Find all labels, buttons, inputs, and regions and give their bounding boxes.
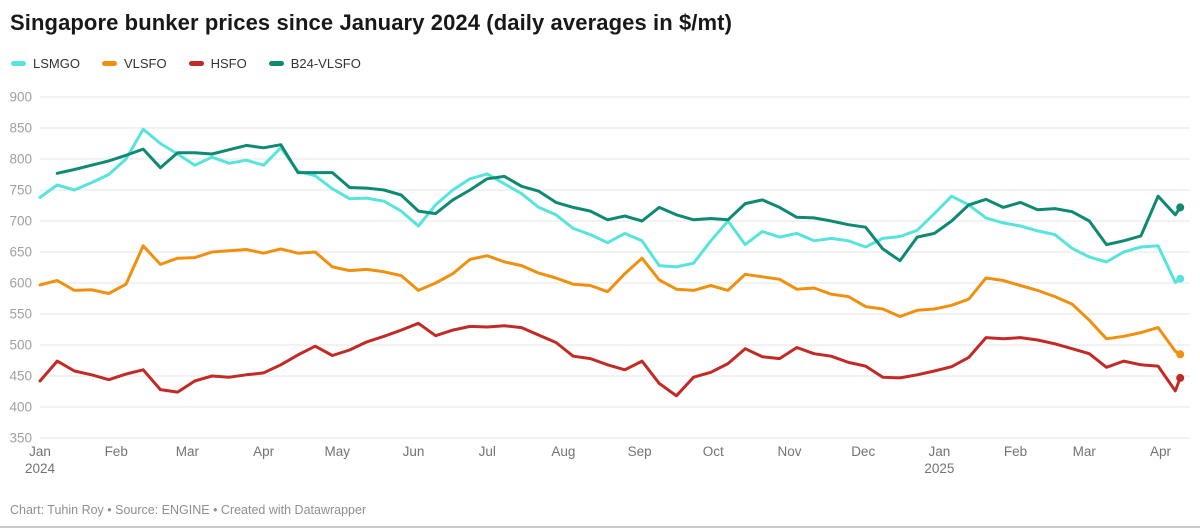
legend-label: VLSFO xyxy=(123,56,167,71)
price-line-chart: 350 400 450 500 550 600 650 700 750 800 850 900 Jan 2… xyxy=(9,90,1190,476)
y-tick-label: 900 xyxy=(9,90,32,105)
legend-item-hsfo: HSFO xyxy=(188,56,247,71)
legend-label: LSMGO xyxy=(33,56,80,71)
x-tick-label: Feb xyxy=(105,444,128,459)
x-tick-label: Feb xyxy=(1004,444,1027,459)
legend-swatch xyxy=(188,61,204,66)
series-end-dot-B24-VLSFO xyxy=(1176,203,1185,212)
series-line-LSMGO xyxy=(38,127,1182,284)
legend-item-vlsfo: VLSFO xyxy=(101,56,167,71)
x-tick-label: Jan xyxy=(929,444,951,459)
x-tick-sublabel: 2024 xyxy=(25,461,56,476)
x-tick-label: Jul xyxy=(479,444,496,459)
chart-footer: Chart: Tuhin Roy • Source: ENGINE • Crea… xyxy=(10,503,367,517)
y-tick-label: 750 xyxy=(9,183,32,198)
series-end-dot-HSFO xyxy=(1176,373,1185,382)
legend-item-lsmgo: LSMGO xyxy=(11,56,80,71)
y-tick-label: 650 xyxy=(9,245,32,260)
legend: LSMGO VLSFO HSFO B24-VLSFO xyxy=(11,56,383,71)
x-tick-label: Apr xyxy=(253,444,275,459)
x-tick-label: Oct xyxy=(703,444,724,459)
y-tick-label: 800 xyxy=(9,152,32,167)
series-line-HSFO xyxy=(38,321,1182,398)
x-tick-label: Mar xyxy=(1073,444,1097,459)
x-tick-label: May xyxy=(325,444,351,459)
legend-label: B24-VLSFO xyxy=(290,56,361,71)
x-tick-label: Mar xyxy=(176,444,200,459)
legend-item-b24-vlsfo: B24-VLSFO xyxy=(268,56,361,71)
x-tick-label: Nov xyxy=(777,444,801,459)
x-tick-label: Jan xyxy=(29,444,51,459)
chart-title: Singapore bunker prices since January 20… xyxy=(10,10,733,35)
series-line-B24-VLSFO xyxy=(55,143,1182,263)
legend-swatch xyxy=(101,61,117,66)
x-tick-sublabel: 2025 xyxy=(924,461,954,476)
legend-swatch xyxy=(11,61,26,66)
y-tick-label: 850 xyxy=(9,121,32,136)
y-tick-label: 400 xyxy=(9,400,32,415)
series-line-VLSFO xyxy=(38,244,1182,356)
series-end-dot-VLSFO xyxy=(1176,350,1185,359)
bottom-divider xyxy=(0,526,1200,528)
legend-swatch xyxy=(268,61,284,66)
x-tick-label: Dec xyxy=(851,444,875,459)
x-tick-label: Apr xyxy=(1150,444,1172,459)
y-tick-label: 450 xyxy=(9,369,32,384)
x-tick-label: Aug xyxy=(551,444,575,459)
y-tick-label: 600 xyxy=(9,276,32,291)
y-tick-label: 550 xyxy=(9,307,32,322)
y-tick-label: 500 xyxy=(9,338,32,353)
legend-label: HSFO xyxy=(210,56,247,71)
series-end-dot-LSMGO xyxy=(1176,274,1185,283)
y-tick-label: 700 xyxy=(9,214,32,229)
x-tick-label: Jun xyxy=(403,444,425,459)
y-tick-label: 350 xyxy=(9,431,32,446)
x-tick-label: Sep xyxy=(628,444,652,459)
